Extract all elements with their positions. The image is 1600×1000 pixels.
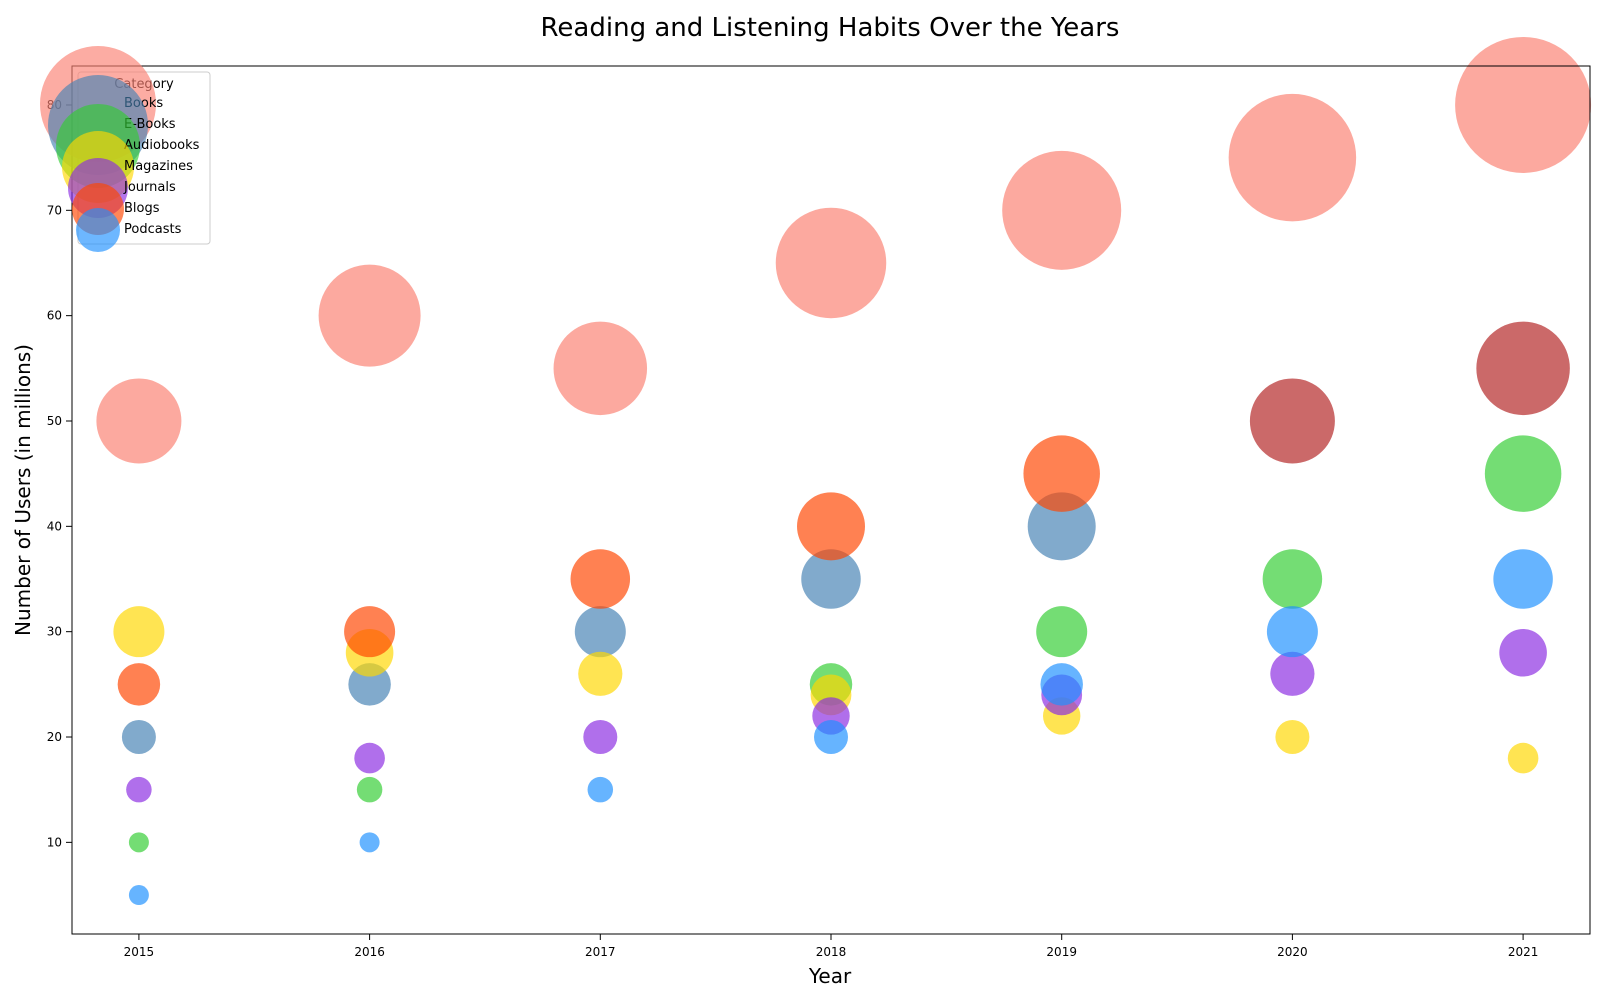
bubble-point-26 [1507, 742, 1539, 774]
bubble-point-7 [121, 720, 156, 755]
bubble-point-36 [570, 549, 631, 609]
legend-label-5: Blogs [124, 201, 160, 216]
bubble-point-12 [1249, 378, 1335, 464]
bubble-point-43 [1040, 663, 1083, 706]
chart-title: Reading and Listening Habits Over the Ye… [541, 13, 1120, 43]
bubble-point-28 [354, 742, 385, 774]
y-tick-label-3: 40 [47, 519, 62, 533]
bubble-point-18 [1262, 549, 1323, 609]
x-tick-label-6: 2021 [1508, 945, 1539, 959]
bubble-point-45 [1493, 549, 1553, 609]
y-tick-label-4: 50 [47, 414, 62, 428]
bubble-point-13 [1476, 321, 1570, 416]
bubble-point-5 [1228, 93, 1357, 222]
legend-label-3: Magazines [124, 159, 193, 174]
y-tick-label-6: 70 [47, 203, 62, 217]
legend-label-4: Journals [123, 180, 176, 195]
bubble-point-38 [1023, 435, 1100, 512]
bubble-point-42 [814, 720, 848, 755]
plot-area [96, 36, 1592, 906]
bubble-point-19 [1484, 435, 1562, 512]
legend: CategoryBooksE-BooksAudiobooksMagazinesJ… [40, 46, 211, 252]
bubble-point-9 [574, 606, 626, 658]
legend-label-2: Audiobooks [124, 138, 200, 153]
axes: 1020304050607080201520162017201820192020… [47, 65, 1591, 959]
x-tick-label-5: 2020 [1277, 945, 1308, 959]
bubble-point-20 [113, 606, 165, 658]
bubble-point-33 [1499, 628, 1547, 677]
bubble-point-39 [128, 885, 149, 906]
x-tick-label-4: 2019 [1046, 945, 1077, 959]
x-axis-label: Year [808, 964, 852, 988]
y-tick-label-5: 60 [47, 309, 62, 323]
bubble-point-14 [128, 832, 149, 853]
bubble-point-41 [587, 776, 614, 803]
bubble-point-35 [344, 606, 396, 658]
y-tick-label-2: 30 [47, 625, 62, 639]
bubble-point-6 [1455, 36, 1592, 173]
bubble-point-22 [578, 651, 623, 696]
bubble-point-1 [318, 264, 421, 367]
x-tick-label-0: 2015 [124, 945, 155, 959]
bubble-point-25 [1275, 720, 1310, 755]
bubble-point-32 [1270, 651, 1315, 696]
x-tick-label-3: 2018 [816, 945, 847, 959]
bubble-point-29 [583, 720, 618, 755]
bubble-point-34 [117, 663, 161, 706]
bubble-point-44 [1266, 606, 1318, 658]
bubble-point-2 [553, 321, 648, 416]
y-tick-label-1: 20 [47, 730, 62, 744]
legend-label-1: E-Books [124, 117, 176, 132]
bubble-point-4 [1002, 150, 1122, 270]
x-tick-label-2: 2017 [585, 945, 616, 959]
y-tick-label-0: 10 [47, 835, 62, 849]
legend-swatch-6 [76, 208, 120, 252]
bubble-point-27 [126, 776, 152, 803]
y-axis-label: Number of Users (in millions) [11, 344, 35, 636]
bubble-point-0 [96, 378, 182, 464]
x-tick-label-1: 2016 [354, 945, 385, 959]
bubble-point-10 [801, 549, 861, 609]
bubble-point-17 [1036, 606, 1088, 658]
bubble-point-15 [356, 776, 383, 803]
legend-label-6: Podcasts [124, 222, 182, 237]
bubble-point-11 [1027, 492, 1096, 561]
bubble-point-37 [797, 492, 865, 561]
bubble-point-40 [359, 832, 380, 853]
bubble-point-3 [775, 207, 887, 319]
